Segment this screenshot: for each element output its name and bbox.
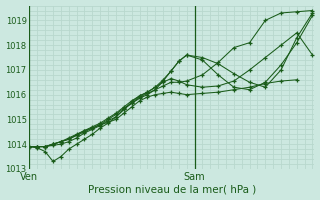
X-axis label: Pression niveau de la mer( hPa ): Pression niveau de la mer( hPa ) [88,184,256,194]
